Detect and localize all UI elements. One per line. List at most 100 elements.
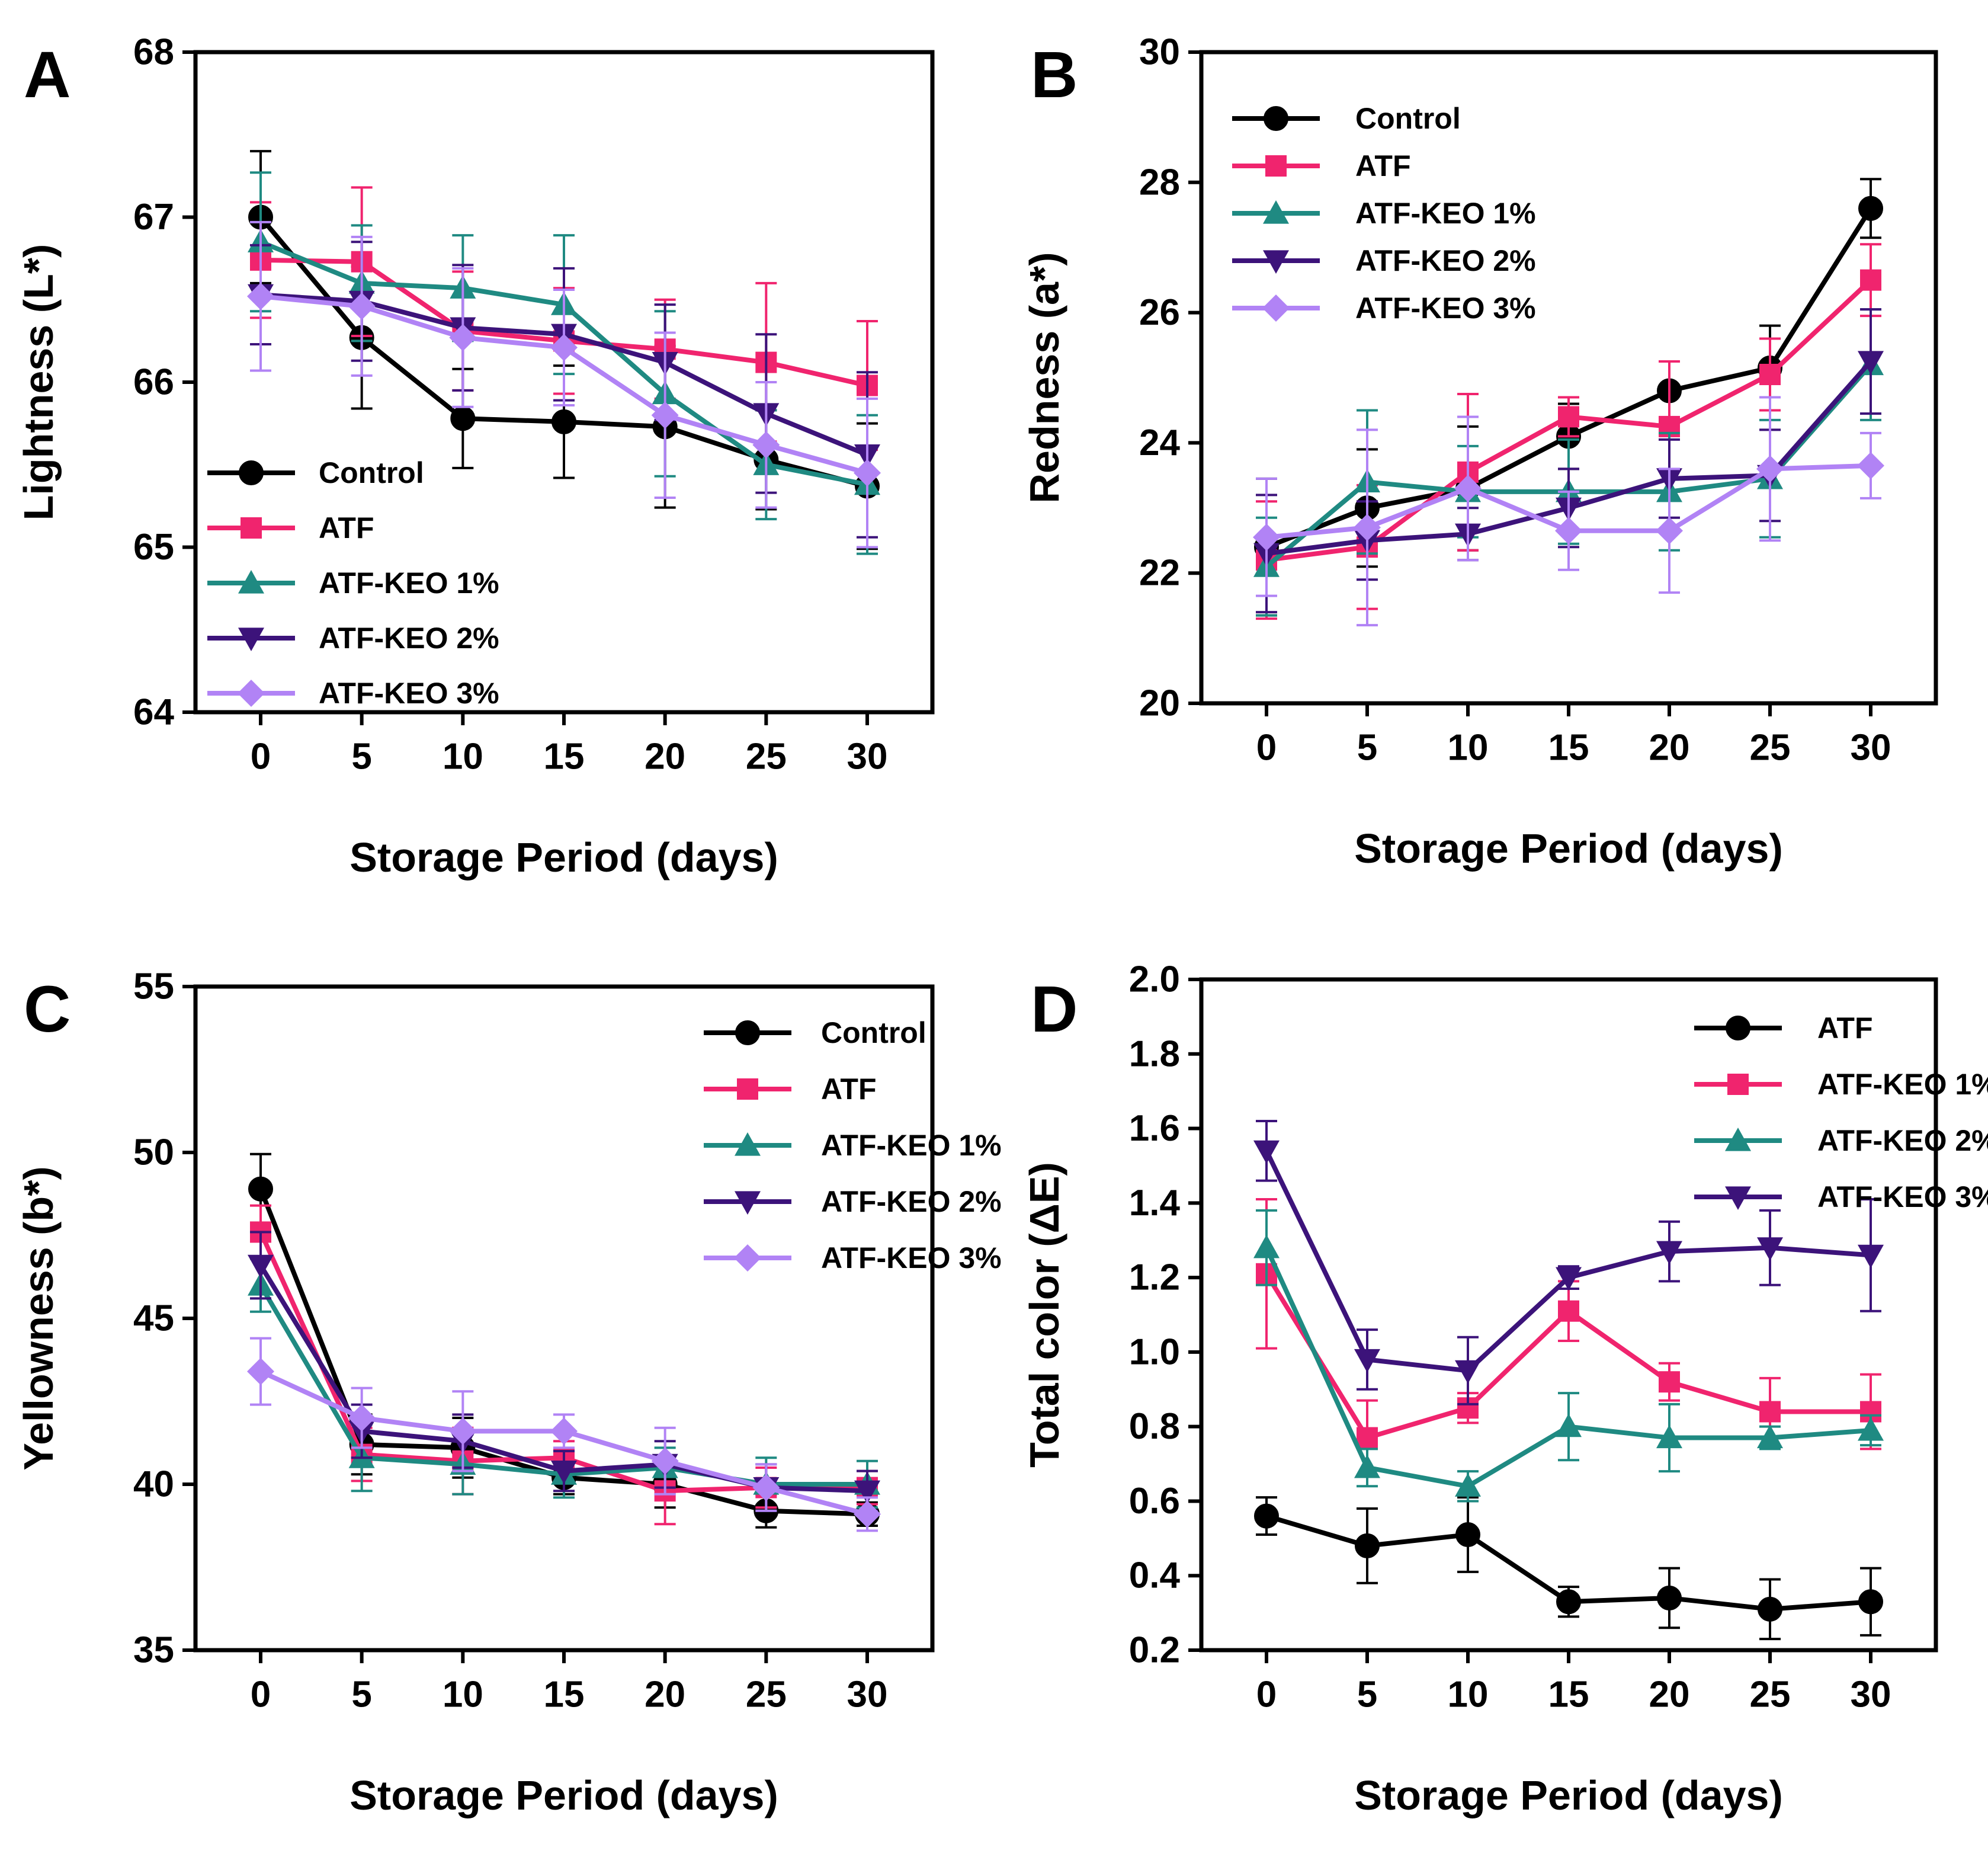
x-tick-label: 20 [645, 1674, 685, 1715]
x-tick-label: 25 [746, 737, 787, 777]
y-tick-label: 66 [133, 362, 174, 403]
y-tick-label: 26 [1139, 292, 1180, 333]
legend-marker [737, 1078, 758, 1100]
y-axis-title: Yellowness (b*) [15, 1166, 62, 1470]
y-tick-label: 35 [133, 1630, 174, 1671]
data-point [1354, 1454, 1380, 1478]
x-tick-label: 10 [443, 737, 483, 777]
legend-label: ATF-KEO 3% [1355, 292, 1536, 325]
x-tick-label: 30 [847, 737, 888, 777]
y-tick-label: 50 [133, 1132, 174, 1173]
legend-label: Control [1355, 102, 1461, 135]
x-tick-label: 0 [251, 737, 271, 777]
y-tick-label: 1.6 [1129, 1108, 1180, 1149]
data-point [1858, 1589, 1883, 1615]
data-point [1556, 1589, 1581, 1615]
data-point [1455, 1522, 1480, 1548]
data-point [551, 1461, 577, 1484]
x-tick-label: 20 [645, 737, 685, 777]
legend-marker [1725, 1128, 1751, 1151]
series-atf [1254, 1496, 1883, 1641]
y-tick-label: 2.0 [1129, 959, 1180, 1000]
data-point [1659, 1371, 1680, 1393]
y-tick-label: 0.2 [1129, 1630, 1180, 1671]
data-point [1253, 1140, 1280, 1164]
x-tick-label: 10 [1448, 728, 1489, 769]
data-point [1253, 1234, 1280, 1259]
x-axis-title: Storage Period (days) [349, 834, 778, 880]
y-tick-label: 0.4 [1129, 1555, 1181, 1596]
data-point [449, 324, 477, 351]
panel-letter: B [1031, 39, 1078, 111]
x-tick-label: 10 [443, 1674, 483, 1715]
legend-marker [239, 460, 264, 485]
legend-label: ATF-KEO 2% [1355, 244, 1536, 277]
x-tick-label: 15 [544, 1674, 585, 1715]
data-point [449, 1417, 477, 1445]
data-point [1357, 1427, 1378, 1449]
legend-label: Control [821, 1016, 926, 1049]
data-point [1858, 351, 1884, 375]
data-point [651, 1447, 679, 1475]
data-point [1860, 269, 1881, 291]
legend-marker [735, 1020, 760, 1045]
y-axis-title: Redness (a*) [1021, 252, 1067, 503]
data-point [1759, 364, 1781, 386]
data-point [651, 401, 679, 429]
x-tick-label: 25 [1750, 728, 1791, 769]
chart-panel-c: C 35 40 45 50 55 0 5 10 15 20 25 30 Storage Period (d… [15, 966, 1002, 1819]
data-point [348, 1404, 376, 1432]
legend-marker [238, 680, 265, 707]
legend-marker [1727, 1074, 1749, 1095]
legend: Control ATF ATF-KEO 1% ATF-KEO 2% ATF-KEO 3% [704, 1016, 1002, 1275]
x-tick-label: 20 [1649, 728, 1690, 769]
x-tick-label: 5 [1357, 728, 1377, 769]
x-axis-title: Storage Period (days) [1354, 825, 1783, 872]
y-tick-label: 55 [133, 966, 174, 1007]
y-tick-label: 1.2 [1129, 1257, 1180, 1298]
data-point [1355, 1533, 1380, 1558]
y-tick-label: 24 [1139, 422, 1180, 463]
x-tick-label: 30 [1851, 728, 1891, 769]
legend-marker [1726, 1016, 1750, 1040]
legend-marker [1263, 250, 1289, 274]
y-tick-label: 1.8 [1129, 1033, 1180, 1074]
legend-marker [238, 627, 264, 651]
x-tick-label: 0 [1256, 728, 1277, 769]
data-point [854, 1480, 880, 1504]
chart-panel-a: A 64 65 66 67 68 0 5 10 15 20 25 30 Storage Period (d… [15, 32, 935, 880]
legend: Control ATF ATF-KEO 1% ATF-KEO 2% ATF-KEO 3% [207, 456, 499, 710]
chart-panel-d: D 0.2 0.4 0.6 0.8 1.0 1.2 1.4 1.6 1.8 2.0 0 5 10 15 20 2… [1021, 959, 1988, 1819]
x-tick-label: 5 [1357, 1674, 1377, 1715]
legend: ATF ATF-KEO 1% ATF-KEO 2% ATF-KEO 3% [1694, 1011, 1988, 1213]
legend-label: ATF-KEO 1% [1355, 197, 1536, 230]
series-atf-keo-3- [247, 1337, 881, 1532]
legend-marker [734, 1244, 761, 1272]
legend-marker [735, 1191, 761, 1215]
x-tick-label: 15 [1548, 728, 1589, 769]
x-tick-label: 25 [1750, 1674, 1791, 1715]
data-point [1656, 517, 1683, 545]
x-tick-label: 0 [1256, 1674, 1277, 1715]
data-point [248, 1176, 273, 1202]
data-point [1858, 1244, 1884, 1269]
y-tick-label: 64 [133, 692, 174, 733]
series-atf-keo-3- [1253, 1119, 1884, 1405]
data-point [752, 431, 780, 459]
series-atf-keo-3- [1253, 396, 1884, 627]
data-point [550, 334, 578, 361]
y-axis-title: Lightness (L*) [15, 244, 62, 521]
legend-marker [1265, 155, 1287, 177]
data-point [1657, 1585, 1682, 1610]
x-tick-label: 30 [1851, 1674, 1891, 1715]
y-tick-label: 20 [1139, 683, 1180, 724]
y-tick-label: 45 [133, 1298, 174, 1339]
y-tick-label: 65 [133, 527, 174, 568]
legend-label: ATF-KEO 2% [821, 1185, 1002, 1218]
legend-label: ATF-KEO 1% [319, 566, 499, 600]
data-point [450, 406, 476, 431]
data-point [1556, 1267, 1582, 1291]
legend-label: ATF-KEO 3% [821, 1241, 1002, 1275]
data-point [1558, 406, 1579, 428]
